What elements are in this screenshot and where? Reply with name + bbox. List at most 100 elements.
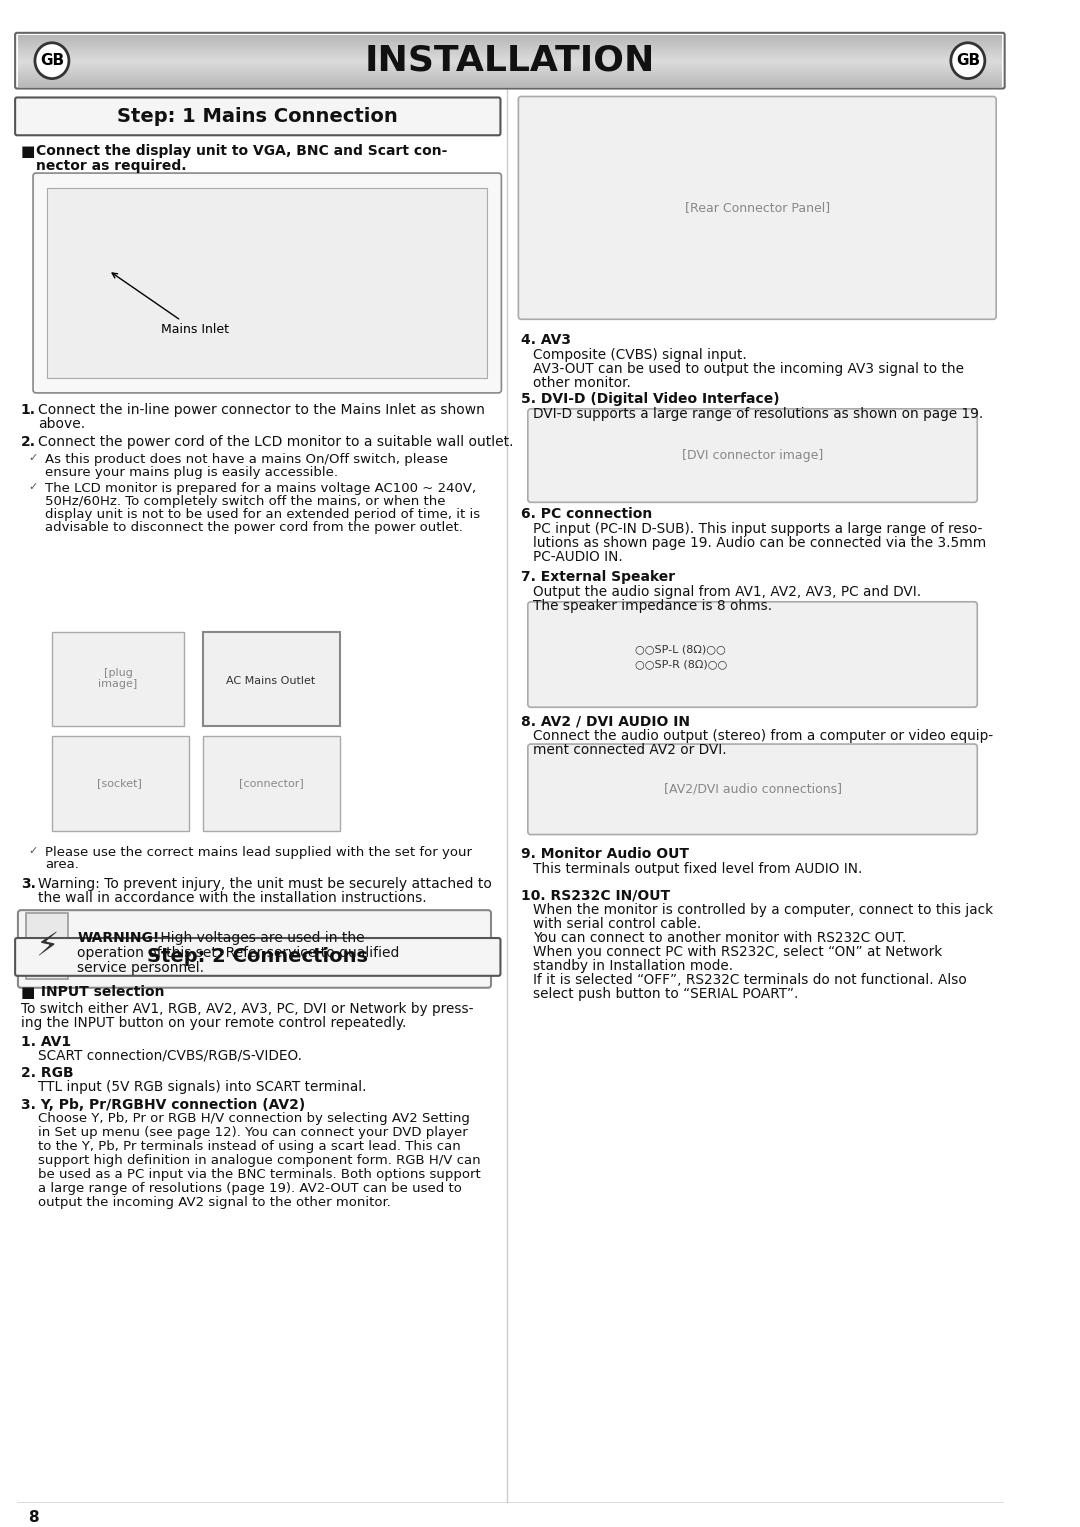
- Text: 4. AV3: 4. AV3: [522, 333, 571, 347]
- Text: SCART connection/CVBS/RGB/S-VIDEO.: SCART connection/CVBS/RGB/S-VIDEO.: [38, 1049, 301, 1063]
- Text: operation of this set. Refer service to qualified: operation of this set. Refer service to …: [78, 945, 400, 960]
- Text: If it is selected “OFF”, RS232C terminals do not functional. Also: If it is selected “OFF”, RS232C terminal…: [532, 973, 967, 986]
- Text: support high definition in analogue component form. RGB H/V can: support high definition in analogue comp…: [38, 1154, 481, 1167]
- FancyBboxPatch shape: [528, 409, 977, 502]
- Text: Warning: To prevent injury, the unit must be securely attached to: Warning: To prevent injury, the unit mus…: [38, 878, 491, 892]
- Text: When you connect PC with RS232C, select “ON” at Network: When you connect PC with RS232C, select …: [532, 945, 942, 959]
- Text: WARNING!: WARNING!: [78, 931, 160, 945]
- Text: lutions as shown page 19. Audio can be connected via the 3.5mm: lutions as shown page 19. Audio can be c…: [532, 536, 986, 550]
- Text: a large range of resolutions (page 19). AV2-OUT can be used to: a large range of resolutions (page 19). …: [38, 1182, 461, 1194]
- FancyBboxPatch shape: [33, 173, 501, 392]
- Text: Mains Inlet: Mains Inlet: [112, 273, 229, 336]
- Text: DVI-D supports a large range of resolutions as shown on page 19.: DVI-D supports a large range of resoluti…: [532, 406, 983, 421]
- Text: advisable to disconnect the power cord from the power outlet.: advisable to disconnect the power cord f…: [45, 521, 463, 534]
- Text: Connect the audio output (stereo) from a computer or video equip-: Connect the audio output (stereo) from a…: [532, 728, 993, 744]
- Text: AV3-OUT can be used to output the incoming AV3 signal to the: AV3-OUT can be used to output the incomi…: [532, 362, 963, 376]
- Text: ⚡: ⚡: [36, 930, 59, 962]
- Text: 8. AV2 / DVI AUDIO IN: 8. AV2 / DVI AUDIO IN: [522, 715, 690, 728]
- Text: other monitor.: other monitor.: [532, 376, 631, 389]
- Text: with serial control cable.: with serial control cable.: [532, 918, 701, 931]
- Text: 5. DVI-D (Digital Video Interface): 5. DVI-D (Digital Video Interface): [522, 392, 780, 406]
- FancyBboxPatch shape: [528, 602, 977, 707]
- Text: Composite (CVBS) signal input.: Composite (CVBS) signal input.: [532, 348, 746, 362]
- Text: Step: 1 Mains Connection: Step: 1 Mains Connection: [118, 107, 399, 125]
- Text: [socket]: [socket]: [97, 777, 143, 788]
- Text: ○○SP-R (8Ω)○○: ○○SP-R (8Ω)○○: [635, 660, 727, 669]
- Text: 2.: 2.: [21, 435, 36, 449]
- Text: ment connected AV2 or DVI.: ment connected AV2 or DVI.: [532, 744, 726, 757]
- Text: nector as required.: nector as required.: [36, 159, 187, 173]
- Text: High voltages are used in the: High voltages are used in the: [156, 931, 364, 945]
- Text: ing the INPUT button on your remote control repeatedly.: ing the INPUT button on your remote cont…: [21, 1015, 406, 1029]
- Text: [AV2/DVI audio connections]: [AV2/DVI audio connections]: [663, 782, 841, 796]
- Text: GB: GB: [40, 53, 64, 69]
- Text: When the monitor is controlled by a computer, connect to this jack: When the monitor is controlled by a comp…: [532, 902, 993, 918]
- Text: Choose Y, Pb, Pr or RGB H/V connection by selecting AV2 Setting: Choose Y, Pb, Pr or RGB H/V connection b…: [38, 1112, 470, 1125]
- Text: 1.: 1.: [21, 403, 36, 417]
- Text: This terminals output fixed level from AUDIO IN.: This terminals output fixed level from A…: [532, 863, 862, 876]
- FancyBboxPatch shape: [15, 938, 500, 976]
- FancyBboxPatch shape: [15, 98, 500, 136]
- Circle shape: [35, 43, 69, 78]
- Text: [connector]: [connector]: [239, 777, 303, 788]
- Text: output the incoming AV2 signal to the other monitor.: output the incoming AV2 signal to the ot…: [38, 1196, 391, 1209]
- Text: in Set up menu (see page 12). You can connect your DVD player: in Set up menu (see page 12). You can co…: [38, 1125, 468, 1139]
- Text: INPUT selection: INPUT selection: [36, 985, 164, 999]
- FancyBboxPatch shape: [518, 96, 996, 319]
- Text: above.: above.: [38, 417, 85, 431]
- Text: to the Y, Pb, Pr terminals instead of using a scart lead. This can: to the Y, Pb, Pr terminals instead of us…: [38, 1141, 460, 1153]
- Bar: [203, 736, 340, 831]
- Text: Connect the in-line power connector to the Mains Inlet as shown: Connect the in-line power connector to t…: [38, 403, 485, 417]
- Text: [Rear Connector Panel]: [Rear Connector Panel]: [685, 202, 829, 214]
- Text: ✓: ✓: [28, 483, 38, 492]
- Text: area.: area.: [45, 858, 79, 872]
- Text: service personnel.: service personnel.: [78, 960, 204, 974]
- Text: [DVI connector image]: [DVI connector image]: [681, 449, 823, 463]
- Circle shape: [950, 43, 985, 78]
- Text: be used as a PC input via the BNC terminals. Both options support: be used as a PC input via the BNC termin…: [38, 1168, 481, 1180]
- Text: ■: ■: [21, 144, 36, 159]
- Text: the wall in accordance with the installation instructions.: the wall in accordance with the installa…: [38, 892, 427, 906]
- Text: 7. External Speaker: 7. External Speaker: [522, 570, 675, 583]
- Text: GB: GB: [956, 53, 980, 69]
- Text: Please use the correct mains lead supplied with the set for your: Please use the correct mains lead suppli…: [45, 846, 472, 858]
- Text: PC input (PC-IN D-SUB). This input supports a large range of reso-: PC input (PC-IN D-SUB). This input suppo…: [532, 522, 982, 536]
- Bar: [203, 632, 340, 727]
- Bar: [26, 913, 68, 979]
- FancyBboxPatch shape: [18, 910, 491, 988]
- Text: 3.: 3.: [21, 878, 36, 892]
- Text: You can connect to another monitor with RS232C OUT.: You can connect to another monitor with …: [532, 931, 906, 945]
- Text: standby in Installation mode.: standby in Installation mode.: [532, 959, 732, 973]
- Text: ✓: ✓: [28, 846, 38, 855]
- Text: Step: 2 Connections: Step: 2 Connections: [147, 947, 368, 967]
- Text: TTL input (5V RGB signals) into SCART terminal.: TTL input (5V RGB signals) into SCART te…: [38, 1080, 366, 1095]
- Text: select push button to “SERIAL POART”.: select push button to “SERIAL POART”.: [532, 986, 798, 1000]
- Text: 50Hz/60Hz. To completely switch off the mains, or when the: 50Hz/60Hz. To completely switch off the …: [45, 495, 446, 508]
- Text: ■: ■: [21, 985, 36, 1000]
- Text: The speaker impedance is 8 ohms.: The speaker impedance is 8 ohms.: [532, 599, 772, 612]
- Text: To switch either AV1, RGB, AV2, AV3, PC, DVI or Network by press-: To switch either AV1, RGB, AV2, AV3, PC,…: [21, 1002, 473, 1015]
- Text: [plug
image]: [plug image]: [98, 667, 137, 689]
- Text: 6. PC connection: 6. PC connection: [522, 507, 652, 521]
- Text: Connect the power cord of the LCD monitor to a suitable wall outlet.: Connect the power cord of the LCD monito…: [38, 435, 513, 449]
- Bar: [48, 188, 487, 379]
- Text: 1. AV1: 1. AV1: [21, 1034, 71, 1049]
- Text: 10. RS232C IN/OUT: 10. RS232C IN/OUT: [522, 889, 671, 902]
- Text: INSTALLATION: INSTALLATION: [365, 44, 656, 78]
- Text: 9. Monitor Audio OUT: 9. Monitor Audio OUT: [522, 847, 689, 861]
- Bar: [52, 632, 184, 727]
- Bar: [52, 736, 189, 831]
- Text: ✓: ✓: [28, 452, 38, 463]
- Text: ○○SP-L (8Ω)○○: ○○SP-L (8Ω)○○: [635, 644, 726, 655]
- Text: As this product does not have a mains On/Off switch, please: As this product does not have a mains On…: [45, 452, 448, 466]
- Text: ensure your mains plug is easily accessible.: ensure your mains plug is easily accessi…: [45, 466, 338, 478]
- Text: 2. RGB: 2. RGB: [21, 1066, 73, 1080]
- Text: Connect the display unit to VGA, BNC and Scart con-: Connect the display unit to VGA, BNC and…: [36, 144, 447, 159]
- Text: The LCD monitor is prepared for a mains voltage AC100 ~ 240V,: The LCD monitor is prepared for a mains …: [45, 483, 476, 495]
- Text: display unit is not to be used for an extended period of time, it is: display unit is not to be used for an ex…: [45, 508, 481, 521]
- Text: AC Mains Outlet: AC Mains Outlet: [227, 676, 315, 686]
- Text: PC-AUDIO IN.: PC-AUDIO IN.: [532, 550, 622, 563]
- Text: 8: 8: [28, 1510, 39, 1525]
- Text: Output the audio signal from AV1, AV2, AV3, PC and DVI.: Output the audio signal from AV1, AV2, A…: [532, 585, 920, 599]
- Text: 3. Y, Pb, Pr/RGBHV connection (AV2): 3. Y, Pb, Pr/RGBHV connection (AV2): [21, 1098, 305, 1112]
